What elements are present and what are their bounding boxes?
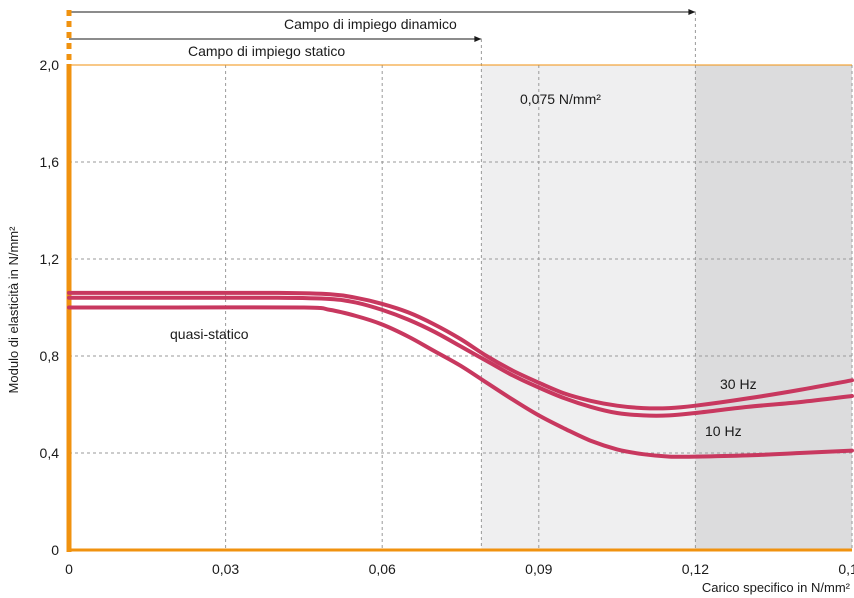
y-tick-label: 1,6 [40,154,60,170]
static-range-label: Campo di impiego statico [188,43,345,59]
static-range-arrowhead [474,36,482,42]
y-tick-label: 2,0 [40,57,60,73]
dynamic-range-arrowhead [688,9,696,15]
y-axis-title: Modulo di elasticità in N/mm² [6,226,21,394]
series-line-1 [67,290,854,411]
series-line-2 [67,295,854,418]
usage-ranges: Campo di impiego statico Campo di impieg… [69,9,696,550]
limit-annotation: 0,075 N/mm² [520,91,601,107]
y-tick-label: 0,4 [40,445,60,461]
series-label-10hz: 10 Hz [705,423,742,439]
shaded-region-2 [695,65,852,550]
y-tick-label: 1,2 [40,251,60,267]
x-axis-title: Carico specifico in N/mm² [702,580,851,595]
dynamic-range-label: Campo di impiego dinamico [284,16,457,32]
shaded-regions [481,65,852,550]
series-line-3 [67,305,854,459]
x-tick-label: 0,06 [369,561,396,577]
tick-labels: 0 0,03 0,06 0,09 0,12 0,15 0 0,4 0,8 1,2 1,6 2,0 [40,57,854,577]
x-tick-label: 0,09 [525,561,552,577]
series-label-30hz: 30 Hz [720,376,757,392]
series-lines [67,290,854,459]
x-tick-label: 0,03 [212,561,239,577]
x-tick-label: 0,12 [682,561,709,577]
shaded-region-1 [481,65,696,550]
y-tick-label: 0,8 [40,348,60,364]
x-tick-label: 0 [65,561,73,577]
quasi-static-label: quasi-statico [170,326,249,342]
x-tick-label: 0,15 [838,561,854,577]
y-tick-label: 0 [51,542,59,558]
